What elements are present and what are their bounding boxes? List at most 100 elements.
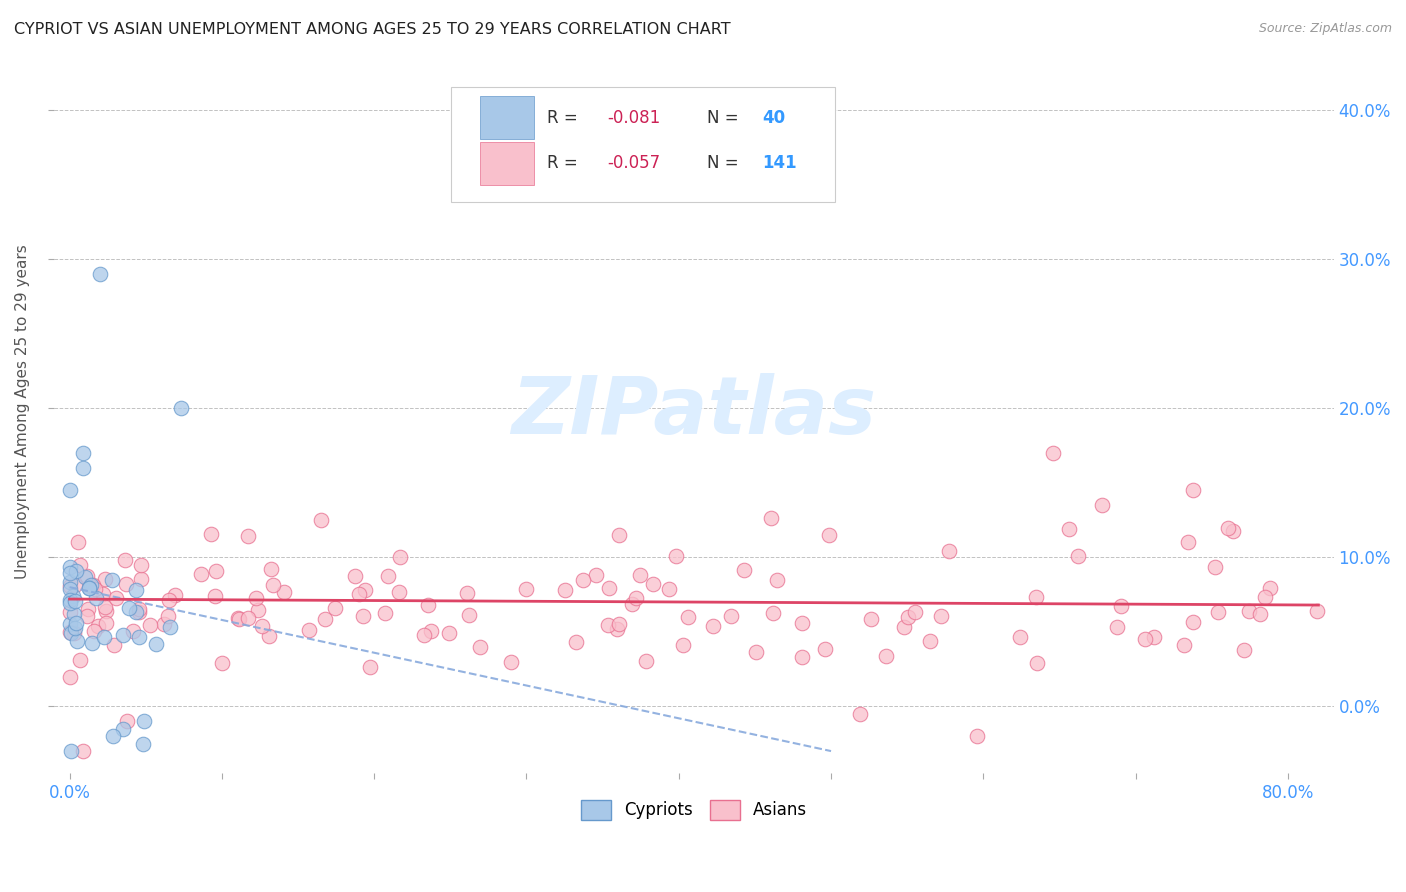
- Point: [114, 552, 136, 566]
- Point: [63, 607, 86, 622]
- Point: [456, 586, 478, 600]
- Point: [190, 567, 212, 582]
- Point: [260, 561, 283, 575]
- Point: [58, 578, 80, 592]
- Point: [63, 578, 86, 592]
- Point: [77, 602, 100, 616]
- Point: [250, 619, 273, 633]
- Point: [77, 581, 100, 595]
- Point: [347, 586, 370, 600]
- Point: [101, 574, 124, 588]
- Point: [238, 611, 260, 625]
- Point: [157, 608, 180, 623]
- Point: [585, 567, 607, 582]
- Point: [1105, 620, 1128, 634]
- Text: 141: 141: [762, 154, 796, 172]
- Point: [83, 624, 105, 638]
- Point: [153, 617, 176, 632]
- Point: [499, 655, 522, 669]
- Point: [65, 615, 87, 630]
- Point: [58, 575, 80, 590]
- Point: [125, 582, 148, 597]
- Point: [247, 603, 270, 617]
- Point: [388, 584, 411, 599]
- Point: [69, 653, 91, 667]
- Point: [93, 630, 115, 644]
- Point: [1218, 521, 1240, 535]
- Point: [515, 582, 537, 596]
- Point: [112, 722, 135, 736]
- Point: [1057, 522, 1080, 536]
- Point: [1173, 638, 1195, 652]
- FancyBboxPatch shape: [451, 87, 835, 202]
- Point: [170, 401, 193, 416]
- Point: [94, 604, 117, 618]
- Point: [62, 626, 84, 640]
- Point: [211, 657, 233, 671]
- Point: [112, 628, 135, 642]
- Point: [58, 670, 80, 684]
- Point: [966, 729, 988, 743]
- Text: CYPRIOT VS ASIAN UNEMPLOYMENT AMONG AGES 25 TO 29 YEARS CORRELATION CHART: CYPRIOT VS ASIAN UNEMPLOYMENT AMONG AGES…: [14, 22, 731, 37]
- Point: [65, 564, 87, 578]
- Point: [103, 729, 125, 743]
- Point: [80, 577, 103, 591]
- Point: [60, 744, 83, 758]
- Point: [1042, 446, 1064, 460]
- Point: [66, 534, 89, 549]
- Point: [377, 569, 399, 583]
- Point: [93, 572, 115, 586]
- Point: [125, 605, 148, 619]
- Point: [63, 593, 86, 607]
- Point: [762, 607, 785, 621]
- Point: [257, 629, 280, 643]
- Point: [1258, 581, 1281, 595]
- FancyBboxPatch shape: [481, 142, 534, 185]
- Point: [69, 558, 91, 573]
- Point: [1091, 498, 1114, 512]
- Point: [1111, 599, 1133, 613]
- Point: [205, 564, 228, 578]
- Point: [89, 267, 111, 281]
- Point: [145, 637, 167, 651]
- Point: [128, 602, 150, 616]
- Point: [766, 573, 789, 587]
- Point: [72, 461, 94, 475]
- Point: [920, 634, 942, 648]
- Point: [228, 612, 250, 626]
- Point: [236, 528, 259, 542]
- Point: [389, 550, 412, 565]
- Point: [131, 558, 153, 572]
- Point: [658, 582, 681, 596]
- Y-axis label: Unemployment Among Ages 25 to 29 years: Unemployment Among Ages 25 to 29 years: [15, 244, 30, 580]
- Point: [114, 576, 136, 591]
- Point: [359, 660, 381, 674]
- Point: [118, 600, 141, 615]
- Point: [413, 628, 436, 642]
- Point: [273, 584, 295, 599]
- Text: ZIPatlas: ZIPatlas: [512, 373, 876, 451]
- Point: [343, 569, 366, 583]
- Point: [298, 623, 321, 637]
- Point: [200, 527, 222, 541]
- Point: [849, 706, 872, 721]
- Point: [91, 587, 114, 601]
- Point: [76, 569, 98, 583]
- Point: [323, 601, 346, 615]
- Point: [1143, 631, 1166, 645]
- Point: [159, 620, 181, 634]
- Point: [128, 630, 150, 644]
- Point: [165, 588, 187, 602]
- Point: [554, 582, 576, 597]
- Point: [419, 624, 441, 638]
- Point: [58, 605, 80, 619]
- Point: [938, 543, 960, 558]
- Text: N =: N =: [707, 109, 744, 127]
- FancyBboxPatch shape: [481, 96, 534, 139]
- Point: [636, 654, 658, 668]
- Point: [66, 633, 89, 648]
- Point: [598, 581, 620, 595]
- Point: [105, 591, 128, 605]
- Point: [1254, 590, 1277, 604]
- Point: [931, 609, 953, 624]
